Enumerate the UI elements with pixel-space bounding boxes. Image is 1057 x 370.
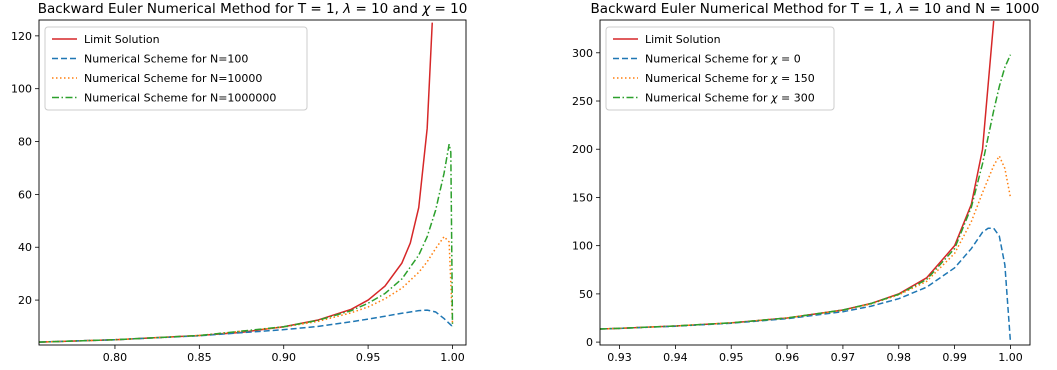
x-tick-label: 0.98 (887, 351, 912, 364)
y-tick-label: 120 (11, 30, 32, 43)
chart-panel-2: Backward Euler Numerical Method for T = … (572, 1, 1039, 364)
x-tick-label: 0.95 (719, 351, 744, 364)
axes-frame (38, 19, 467, 346)
x-tick-label: 0.96 (775, 351, 800, 364)
axes-frame (599, 19, 1031, 346)
legend-label-3: Numerical Scheme for χ = 150 (645, 72, 815, 85)
y-tick-label: 0 (586, 336, 593, 349)
legend-box (44, 26, 308, 111)
legend-label-4: Numerical Scheme for N=1000000 (84, 92, 276, 105)
x-tick-label: 0.95 (356, 351, 381, 364)
series-line-4 (39, 144, 454, 343)
series-line-4 (600, 54, 1012, 330)
y-tick-label: 20 (18, 294, 32, 307)
y-tick-label: 40 (18, 241, 32, 254)
x-tick-label: 0.94 (663, 351, 688, 364)
y-tick-label: 300 (572, 47, 593, 60)
x-tick-label: 1.00 (998, 351, 1023, 364)
x-tick-label: 0.85 (187, 351, 212, 364)
y-tick-label: 80 (18, 136, 32, 149)
y-tick-label: 50 (579, 288, 593, 301)
x-tick-label: 0.80 (103, 351, 128, 364)
legend-label-4: Numerical Scheme for χ = 300 (645, 92, 815, 105)
legend-label-3: Numerical Scheme for N=10000 (84, 72, 262, 85)
chart-panel-1: Backward Euler Numerical Method for T = … (11, 1, 467, 364)
y-tick-label: 100 (572, 240, 593, 253)
x-tick-label: 0.90 (271, 351, 296, 364)
legend-label-2: Numerical Scheme for χ = 0 (645, 53, 801, 66)
x-tick-label: 0.99 (942, 351, 967, 364)
x-tick-label: 0.93 (607, 351, 632, 364)
x-tick-label: 0.97 (831, 351, 856, 364)
series-line-2 (600, 227, 1012, 343)
legend-label-1: Limit Solution (84, 33, 160, 46)
series-line-3 (39, 235, 454, 343)
legend-label-2: Numerical Scheme for N=100 (84, 53, 248, 66)
y-tick-label: 150 (572, 191, 593, 204)
chart-title-1: Backward Euler Numerical Method for T = … (38, 1, 468, 17)
y-tick-label: 250 (572, 95, 593, 108)
chart-title-2: Backward Euler Numerical Method for T = … (591, 1, 1040, 17)
y-tick-label: 60 (18, 188, 32, 201)
series-line-2 (39, 309, 454, 343)
legend-box (605, 26, 835, 111)
legend-label-1: Limit Solution (645, 33, 721, 46)
legend: Limit Solution Numerical Scheme for N=100… (44, 26, 308, 111)
y-tick-label: 100 (11, 83, 32, 96)
y-tick-label: 200 (572, 143, 593, 156)
legend: Limit Solution Numerical Scheme for χ = 0… (605, 26, 835, 111)
x-tick-label: 1.00 (440, 351, 465, 364)
series-line-3 (600, 154, 1012, 330)
